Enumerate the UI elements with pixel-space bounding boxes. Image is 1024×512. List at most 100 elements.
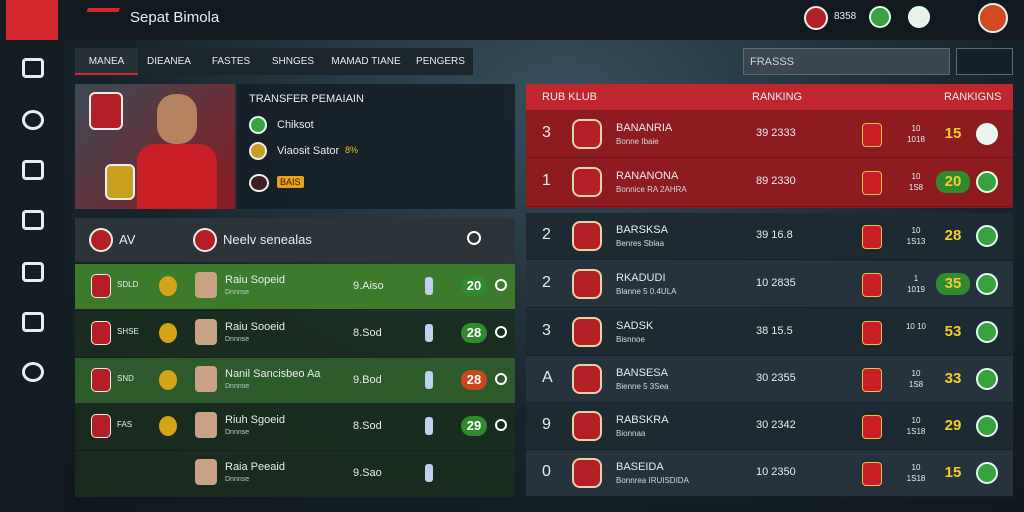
- club-crest: [572, 364, 602, 394]
- club-ranking: 39 2333: [756, 127, 796, 139]
- player-row[interactable]: FAS Riuh Sgoeid Dnnnse 8.Sod 29: [75, 404, 515, 450]
- club-row[interactable]: 3 BANANRIA Bonne Ibaie 39 2333 10 1018 15: [526, 111, 1013, 158]
- club-label: SDLD: [117, 280, 139, 289]
- profile-avatar[interactable]: [978, 3, 1008, 33]
- row-action[interactable]: [495, 326, 507, 338]
- club-rank: 3: [542, 124, 551, 141]
- club-name: BANSESA: [616, 367, 668, 379]
- player-name: Nanil Sancisbeo Aa: [225, 368, 321, 380]
- players-header: AV Neelv senealas: [75, 218, 515, 262]
- top-bar: [64, 0, 1024, 40]
- club-sub: Bonnice RA 2AHRA: [616, 185, 687, 194]
- col-label: RUB KLUB: [542, 91, 598, 103]
- card-icon[interactable]: [22, 210, 44, 230]
- club-badge: [159, 276, 177, 296]
- player-sub: Dnnnse: [225, 383, 250, 390]
- home-icon[interactable]: [22, 58, 44, 78]
- sidebar: [0, 0, 64, 512]
- tab[interactable]: MAMAD TIANE: [324, 48, 408, 75]
- tab[interactable]: SHNGES: [262, 48, 324, 75]
- club-crest: [572, 269, 602, 299]
- player-name: Riuh Sgoeid: [225, 414, 285, 426]
- search-text: FRASSS: [750, 56, 795, 68]
- club-row[interactable]: A BANSESA Bienne 5 3Sea 30 2355 10 1S8 33: [526, 356, 1013, 403]
- club-ranking: 89 2330: [756, 175, 796, 187]
- club-row[interactable]: 2 RKADUDI Blanne 5 0.4ULA 10 2835 1 1019 35: [526, 261, 1013, 308]
- club-kit: [862, 321, 882, 345]
- club-points: 10 10: [905, 322, 927, 331]
- club-crest: [91, 368, 111, 392]
- ball-icon[interactable]: [22, 362, 44, 382]
- kit-icon: [425, 324, 433, 342]
- club-action[interactable]: [976, 415, 998, 437]
- player-row[interactable]: SDLD Raiu Sopeid Dnnnse 9.Aiso 20: [75, 264, 515, 310]
- club-score: 28: [944, 227, 962, 244]
- club-action[interactable]: [976, 225, 998, 247]
- club-ranking: 10 2350: [756, 466, 796, 478]
- flag-icon[interactable]: [22, 312, 44, 332]
- club-row[interactable]: 3 SADSK Bisnnoe 38 15.5 10 10 53: [526, 309, 1013, 356]
- tab[interactable]: DIEANEA: [138, 48, 200, 75]
- kit-icon: [425, 277, 433, 295]
- tab[interactable]: PENGERS: [408, 48, 473, 75]
- club-ranking: 39 16.8: [756, 229, 793, 241]
- club-action[interactable]: [976, 462, 998, 484]
- club-row[interactable]: 9 RABSKRA Bionnaa 30 2342 10 1S18 29: [526, 403, 1013, 450]
- status-icon[interactable]: [869, 6, 891, 28]
- list-icon[interactable]: [22, 262, 44, 282]
- club-action[interactable]: [976, 171, 998, 193]
- club-crest: [572, 119, 602, 149]
- club-name: BANANRIA: [616, 122, 673, 134]
- club-row[interactable]: 1 RANANONA Bonnice RA 2AHRA 89 2330 10 1S8 20: [526, 159, 1013, 207]
- player-row[interactable]: SND Nanil Sancisbeo Aa Dnnnse 9.Bod 28: [75, 358, 515, 404]
- player-row[interactable]: SHSE Raiu Sooeid Dnnnse 8.Sod 28: [75, 311, 515, 357]
- tab[interactable]: MANEA: [75, 48, 138, 75]
- settings-icon[interactable]: [22, 110, 44, 130]
- row-action[interactable]: [495, 373, 507, 385]
- club-action[interactable]: [976, 123, 998, 145]
- search-icon[interactable]: [467, 231, 481, 245]
- club-crest: [572, 458, 602, 488]
- club-points: 10 1S8: [908, 172, 924, 192]
- club-badge: [804, 6, 828, 30]
- club-action[interactable]: [976, 368, 998, 390]
- player-name: Raiu Sooeid: [225, 321, 285, 333]
- club-ranking: 38 15.5: [756, 325, 793, 337]
- transfer-line: Viaosit Sator: [277, 145, 340, 157]
- row-action[interactable]: [495, 419, 507, 431]
- club-kit: [862, 368, 882, 392]
- club-row[interactable]: 0 BASEIDA Bonnrea IRUISDIDA 10 2350 10 1S18 1…: [526, 450, 1013, 497]
- logo[interactable]: [6, 0, 58, 40]
- book-icon[interactable]: [22, 160, 44, 180]
- club-ranking: 30 2342: [756, 419, 796, 431]
- club-row[interactable]: 2 BARSKSA Benres Sblaa 39 16.8 10 1S13 28: [526, 213, 1013, 260]
- row-action[interactable]: [495, 279, 507, 291]
- club-kit: [862, 225, 882, 249]
- club-kit: [862, 415, 882, 439]
- search-box[interactable]: FRASSS: [743, 48, 950, 75]
- club-badge: [159, 323, 177, 343]
- club-action[interactable]: [976, 321, 998, 343]
- club-score: 29: [944, 417, 962, 434]
- club-badge: [159, 416, 177, 436]
- club-score: 33: [944, 370, 962, 387]
- club-ranking: 10 2835: [756, 277, 796, 289]
- player-row[interactable]: Raia Peeaid Dnnnse 9.Sao: [75, 451, 515, 497]
- club-sub: Blanne 5 0.4ULA: [616, 287, 677, 296]
- tab[interactable]: FASTES: [200, 48, 262, 75]
- club-action[interactable]: [976, 273, 998, 295]
- club-name: RANANONA: [616, 170, 679, 182]
- club-crest: [91, 321, 111, 345]
- ball-status[interactable]: [908, 6, 930, 28]
- club-sub: Bienne 5 3Sea: [616, 382, 669, 391]
- club-name: RABSKRA: [616, 414, 669, 426]
- club-ranking: 30 2355: [756, 372, 796, 384]
- club-badge: [159, 370, 177, 390]
- player-name: Raia Peeaid: [225, 461, 285, 473]
- club-crest: [572, 221, 602, 251]
- player-name: Raiu Sopeid: [225, 274, 285, 286]
- transfer-chip[interactable]: BAIS: [277, 176, 304, 188]
- player-shirt: [137, 144, 217, 209]
- player-score: 29: [461, 416, 487, 436]
- view-toggle[interactable]: [956, 48, 1013, 75]
